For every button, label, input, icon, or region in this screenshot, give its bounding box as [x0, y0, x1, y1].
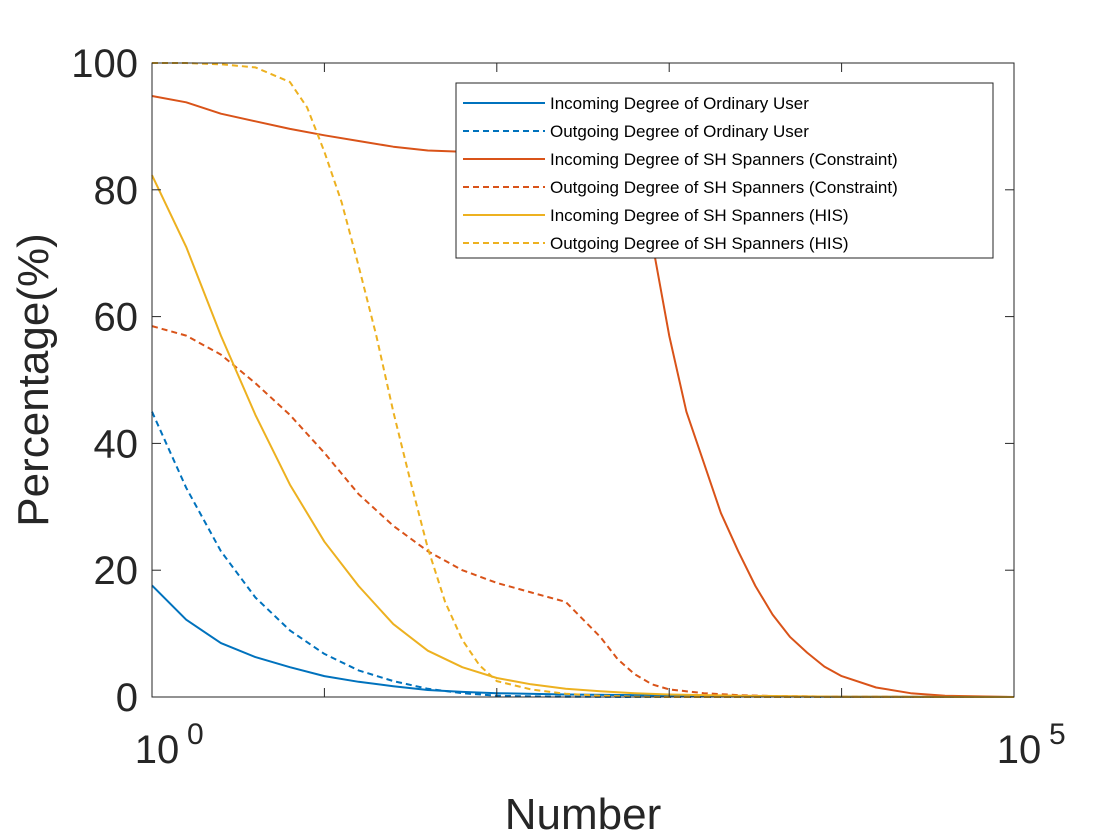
- y-tick-labels: 0 20 40 60 80 100: [71, 42, 138, 720]
- legend-box: [455, 82, 994, 259]
- legend-entry: Outgoing Degree of SH Spanners (Constrai…: [463, 178, 898, 197]
- legend: Incoming Degree of Ordinary User Outgoing…: [455, 82, 994, 259]
- x-tick-label-exponent: 5: [1049, 718, 1066, 751]
- x-tick-labels: 10 0 10 5: [135, 718, 1066, 772]
- x-tick-label-exponent: 0: [187, 718, 204, 751]
- series-line-4: [151, 325, 1015, 698]
- y-tick-label: 20: [94, 549, 139, 593]
- y-tick-label: 60: [94, 296, 139, 340]
- y-tick-label: 80: [94, 169, 139, 213]
- series-line-6: [152, 62, 1014, 698]
- legend-label: Incoming Degree of Ordinary User: [550, 94, 809, 113]
- legend-label: Incoming Degree of SH Spanners (Constrai…: [550, 150, 898, 169]
- x-tick-label-base: 10: [997, 728, 1042, 772]
- x-tick-label-base: 10: [135, 728, 180, 772]
- y-tick-label: 0: [116, 676, 138, 720]
- legend-entry: Incoming Degree of SH Spanners (Constrai…: [463, 150, 898, 169]
- legend-entry: Incoming Degree of Ordinary User: [463, 94, 809, 113]
- x-axis-label: Number: [505, 790, 662, 839]
- legend-label: Outgoing Degree of SH Spanners (Constrai…: [550, 178, 898, 197]
- legend-entries: Incoming Degree of Ordinary User Outgoing…: [463, 94, 898, 253]
- y-tick-label: 100: [71, 42, 138, 86]
- y-axis-label: Percentage(%): [9, 233, 58, 526]
- legend-entry: Outgoing Degree of Ordinary User: [463, 122, 809, 141]
- legend-label: Incoming Degree of SH Spanners (HIS): [550, 206, 849, 225]
- plot-frame: [151, 62, 1015, 698]
- legend-entry: Incoming Degree of SH Spanners (HIS): [463, 206, 849, 225]
- legend-label: Outgoing Degree of SH Spanners (HIS): [550, 234, 849, 253]
- legend-label: Outgoing Degree of Ordinary User: [550, 122, 809, 141]
- ticks-layer: [151, 62, 1015, 698]
- y-tick-label: 40: [94, 422, 139, 466]
- x-tick-label: 10 0: [135, 718, 204, 772]
- x-tick-label: 10 5: [997, 718, 1066, 772]
- legend-entry: Outgoing Degree of SH Spanners (HIS): [463, 234, 849, 253]
